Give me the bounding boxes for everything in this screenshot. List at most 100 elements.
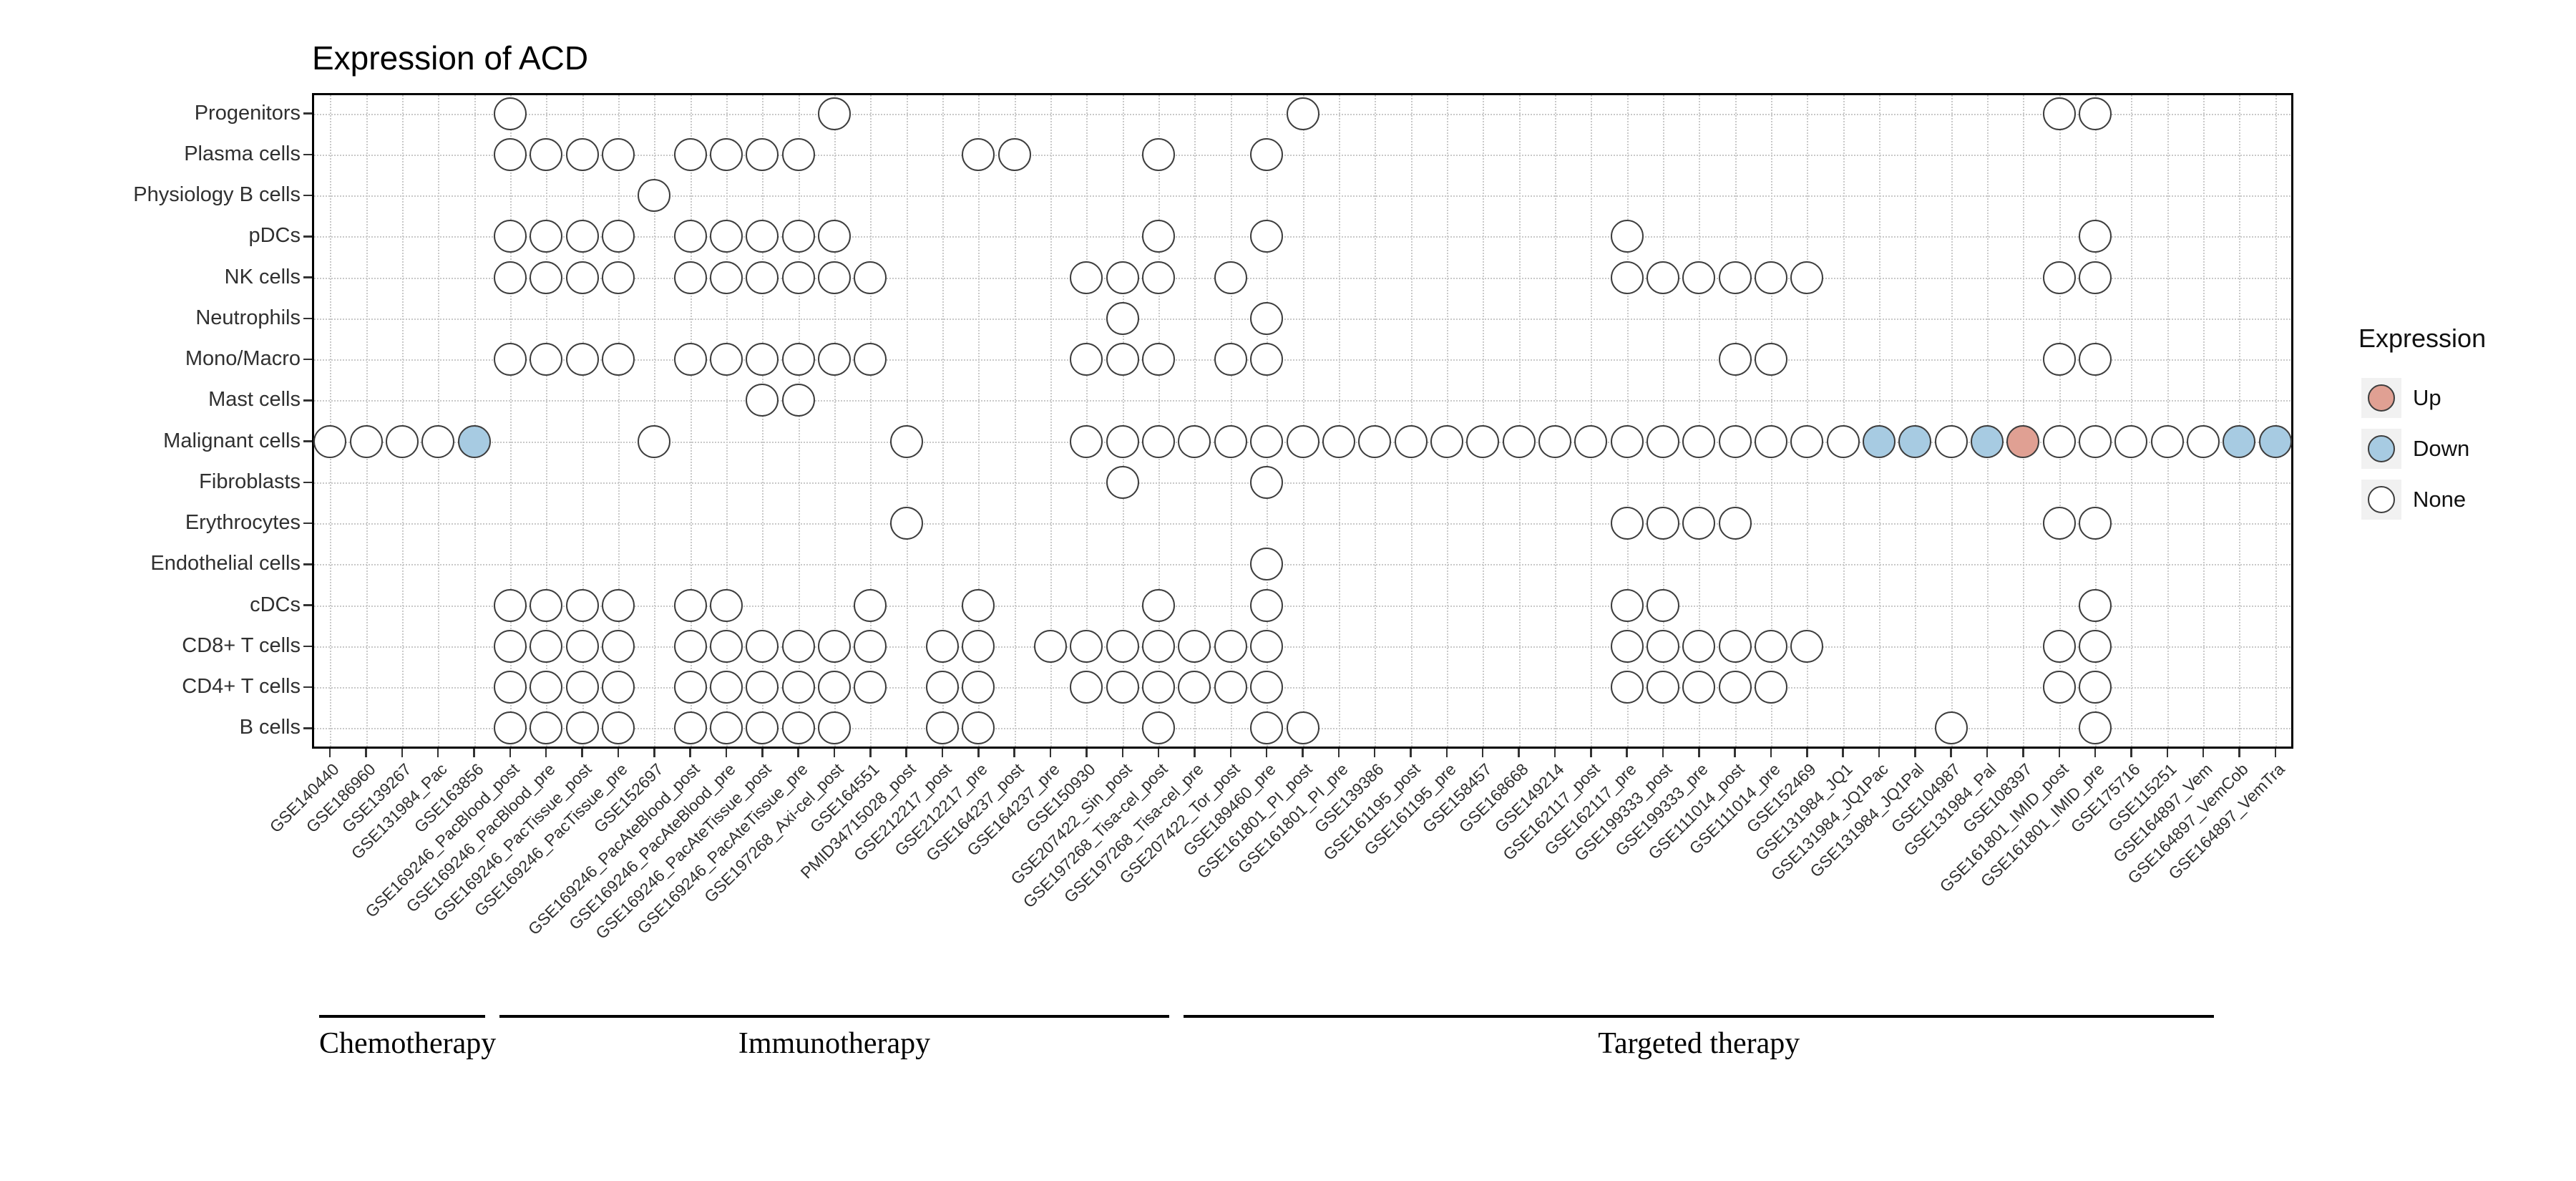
expression-dot <box>1646 588 1679 622</box>
expression-dot <box>2042 671 2076 704</box>
expression-dot <box>493 588 527 622</box>
y-axis-label: Physiology B cells <box>133 183 301 207</box>
v-gridline <box>942 93 945 749</box>
h-gridline <box>312 687 2293 689</box>
y-axis-tick <box>303 399 312 402</box>
v-gridline <box>1483 93 1485 749</box>
expression-dot <box>1034 629 1068 663</box>
expression-dot <box>1718 629 1752 663</box>
expression-dot <box>530 343 563 376</box>
y-axis-label: cDCs <box>250 593 301 616</box>
expression-dot <box>781 343 815 376</box>
expression-dot <box>1682 507 1716 540</box>
expression-dot <box>673 629 707 663</box>
legend-item-label: Down <box>2413 436 2470 461</box>
expression-dot <box>1718 343 1752 376</box>
x-axis-tick <box>797 749 799 757</box>
v-gridline <box>1194 93 1196 749</box>
expression-dot <box>962 588 995 622</box>
y-axis-tick <box>303 604 312 606</box>
expression-dot <box>530 261 563 294</box>
v-gridline <box>834 93 836 749</box>
y-axis-tick <box>303 194 312 197</box>
expression-dot <box>962 629 995 663</box>
expression-dot <box>781 629 815 663</box>
expression-dot <box>1358 424 1392 458</box>
expression-dot <box>1322 424 1355 458</box>
expression-dot <box>1754 343 1787 376</box>
expression-dot <box>565 629 599 663</box>
v-gridline <box>509 93 512 749</box>
x-axis-tick <box>869 749 872 757</box>
expression-dot <box>565 711 599 745</box>
expression-dot <box>1610 588 1644 622</box>
v-gridline <box>1770 93 1772 749</box>
v-gridline <box>1446 93 1448 749</box>
expression-dot <box>781 671 815 704</box>
expression-dot <box>781 711 815 745</box>
y-axis-label: Mast cells <box>208 388 301 412</box>
x-axis-tick <box>941 749 944 757</box>
x-axis-tick <box>725 749 728 757</box>
expression-dot <box>601 671 635 704</box>
y-axis-tick <box>303 563 312 565</box>
v-gridline <box>1843 93 1845 749</box>
v-gridline <box>1807 93 1809 749</box>
v-gridline <box>1050 93 1053 749</box>
legend-key <box>2361 429 2401 469</box>
expression-dot <box>1610 507 1644 540</box>
expression-dot <box>1250 465 1284 499</box>
x-axis-tick <box>1481 749 1484 757</box>
expression-dot <box>1754 424 1787 458</box>
expression-dot <box>2223 424 2256 458</box>
expression-dot <box>926 711 960 745</box>
expression-dot <box>1754 261 1787 294</box>
expression-dot <box>1250 137 1284 171</box>
v-gridline <box>1518 93 1521 749</box>
h-gridline <box>312 482 2293 484</box>
expression-dot <box>1790 424 1824 458</box>
expression-dot <box>746 671 779 704</box>
h-gridline <box>312 318 2293 320</box>
expression-dot <box>2150 424 2184 458</box>
expression-dot <box>2042 343 2076 376</box>
expression-dot <box>565 220 599 253</box>
expression-dot <box>601 343 635 376</box>
expression-dot <box>1646 507 1679 540</box>
expression-dot <box>1106 629 1139 663</box>
y-axis-tick <box>303 645 312 648</box>
expression-dot <box>1754 629 1787 663</box>
v-gridline <box>618 93 620 749</box>
expression-dot <box>530 220 563 253</box>
v-gridline <box>1230 93 1232 749</box>
expression-dot <box>1286 424 1319 458</box>
x-axis-tick <box>1265 749 1268 757</box>
v-gridline <box>798 93 800 749</box>
expression-dot <box>781 261 815 294</box>
x-axis-tick <box>581 749 583 757</box>
expression-dot <box>889 507 923 540</box>
expression-dot <box>1574 424 1608 458</box>
x-axis-tick <box>977 749 980 757</box>
x-axis-tick <box>1157 749 1160 757</box>
x-axis-tick <box>1445 749 1448 757</box>
expression-dot <box>673 671 707 704</box>
plot-panel-border <box>312 93 2293 749</box>
h-gridline <box>312 195 2293 198</box>
expression-dot <box>1250 588 1284 622</box>
expression-dot <box>709 343 743 376</box>
expression-dot <box>1430 424 1463 458</box>
expression-dot <box>1142 424 1176 458</box>
x-axis-tick <box>617 749 620 757</box>
expression-dot <box>1142 629 1176 663</box>
expression-dot <box>1286 97 1319 130</box>
expression-dot <box>818 220 851 253</box>
x-axis-tick <box>473 749 475 757</box>
x-axis-tick <box>1194 749 1196 757</box>
v-gridline <box>2167 93 2169 749</box>
x-axis-tick <box>1842 749 1844 757</box>
group-label: Chemotherapy <box>319 1027 497 1060</box>
expression-dot <box>1682 629 1716 663</box>
x-axis-tick <box>2166 749 2169 757</box>
expression-dot <box>818 343 851 376</box>
